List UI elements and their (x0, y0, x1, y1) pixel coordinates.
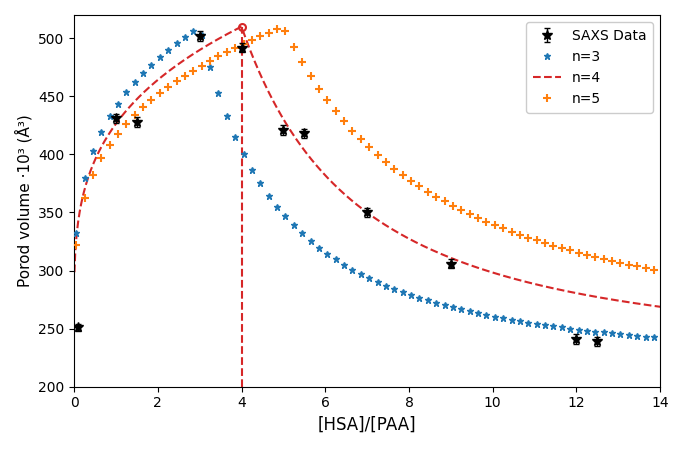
n=5 (147, 97, 155, 103)
n=4 (444, 254, 452, 260)
n=4 (106, 129, 114, 134)
n=5 (248, 37, 256, 43)
X-axis label: [HSA]/[PAA]: [HSA]/[PAA] (318, 416, 417, 434)
n=3 (399, 290, 407, 295)
n=3 (650, 335, 658, 340)
n=3 (256, 180, 265, 186)
n=3 (72, 230, 80, 235)
n=3 (189, 28, 198, 34)
n=3 (214, 91, 222, 96)
n=5 (399, 172, 407, 178)
Line: n=5: n=5 (72, 25, 658, 274)
Line: n=3: n=3 (73, 27, 657, 341)
n=3 (147, 62, 155, 67)
Legend: SAXS Data, n=3, n=4, n=5: SAXS Data, n=3, n=4, n=5 (526, 22, 653, 113)
n=4 (70, 269, 79, 275)
n=4 (515, 277, 523, 283)
n=3 (575, 327, 583, 332)
n=4 (427, 247, 435, 252)
n=4 (411, 239, 419, 245)
n=5 (650, 267, 658, 273)
n=5 (72, 243, 80, 248)
Y-axis label: Porod volume ·10³ (Å³): Porod volume ·10³ (Å³) (15, 114, 33, 287)
n=5 (206, 58, 214, 64)
n=4 (575, 291, 583, 296)
n=3 (566, 326, 575, 331)
n=5 (575, 250, 583, 255)
n=5 (273, 26, 281, 32)
n=4 (656, 304, 664, 309)
Line: n=4: n=4 (75, 27, 660, 307)
n=5 (566, 248, 575, 253)
n=4 (237, 24, 246, 30)
